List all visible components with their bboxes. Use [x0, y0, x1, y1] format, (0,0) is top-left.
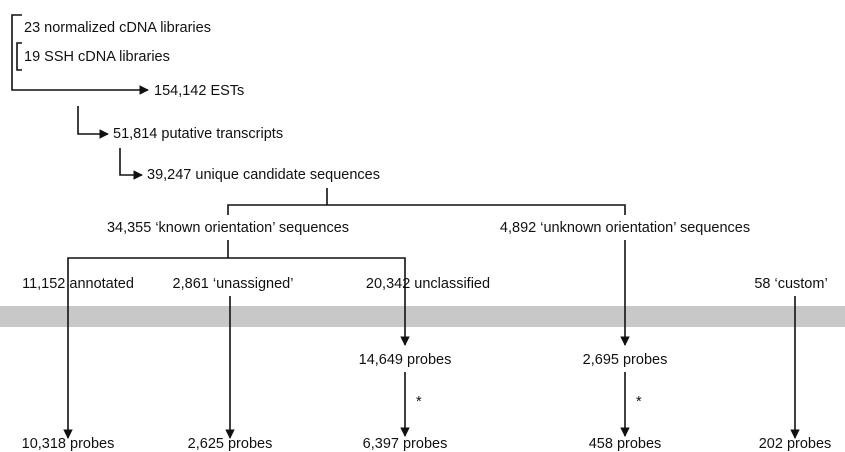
node-label: 19 SSH cDNA libraries — [24, 49, 170, 65]
node-label: 4,892 ‘unknown orientation’ sequences — [500, 220, 750, 236]
node-label: 2,625 probes — [188, 436, 273, 452]
node-label: 2,861 ‘unassigned’ — [173, 276, 294, 292]
node-label: 11,152 annotated — [22, 276, 134, 292]
node-label: 2,695 probes — [583, 352, 668, 368]
node-label: 23 normalized cDNA libraries — [24, 20, 211, 36]
node-label: 20,342 unclassified — [366, 276, 490, 292]
node-label: 51,814 putative transcripts — [113, 126, 283, 142]
node-label: 34,355 ‘known orientation’ sequences — [107, 220, 349, 236]
connectors — [11, 14, 800, 439]
divider-band — [0, 306, 845, 327]
node-label: 10,318 probes — [22, 436, 115, 452]
node-label: 39,247 unique candidate sequences — [147, 167, 380, 183]
node-label: 6,397 probes — [363, 436, 448, 452]
node-label: 58 ‘custom’ — [754, 276, 827, 292]
node-label: 202 probes — [759, 436, 832, 452]
node-label: 458 probes — [589, 436, 662, 452]
node-label: 154,142 ESTs — [154, 83, 244, 99]
annotation: * — [416, 394, 422, 410]
node-label: 14,649 probes — [359, 352, 452, 368]
annotation: * — [636, 394, 642, 410]
